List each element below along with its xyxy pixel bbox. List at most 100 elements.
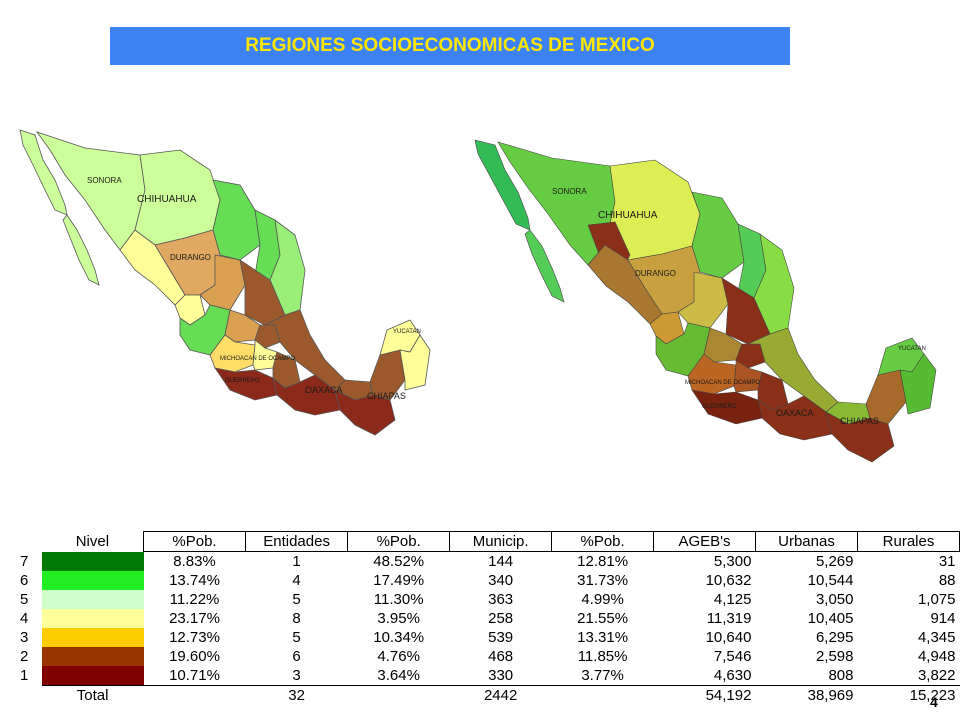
cell-rurales: 1,075 bbox=[917, 591, 956, 608]
cell-entidades: 4 bbox=[292, 572, 301, 589]
cell-urbanas: 3,050 bbox=[815, 591, 854, 608]
state-level-map: SONORA CHIHUAHUA DURANGO MICHOACAN DE OC… bbox=[19, 129, 431, 436]
level-color-swatch bbox=[41, 666, 144, 686]
cell-agebs: 5,300 bbox=[713, 553, 752, 570]
cell-pob1: 8.83% bbox=[173, 553, 216, 570]
label-yucatan: YUCATAN bbox=[393, 329, 421, 335]
cell-pob2: 17.49% bbox=[373, 572, 425, 589]
total-agebs: 54,192 bbox=[653, 685, 756, 705]
cell-municip: 258 bbox=[488, 610, 514, 627]
label-michoacan: MICHOACAN DE OCAMPO bbox=[220, 356, 295, 362]
cell-agebs: 4,125 bbox=[713, 591, 752, 608]
label-oaxaca: OAXACA bbox=[305, 385, 343, 395]
cell-pob2: 10.34% bbox=[373, 629, 425, 646]
page-title: REGIONES SOCIOECONOMICAS DE MEXICO bbox=[245, 35, 655, 56]
cell-pob1: 12.73% bbox=[169, 629, 220, 646]
table-row: 2 19.60% 6 4.76% 468 11.85% 7,546 2,598 4,948 bbox=[20, 647, 960, 666]
cell-pob3: 11.85% bbox=[577, 648, 628, 665]
region-quintana-roo bbox=[899, 353, 937, 415]
cell-rurales: 31 bbox=[938, 553, 956, 570]
cell-pob3: 13.31% bbox=[577, 629, 629, 646]
cell-entidades: 5 bbox=[292, 591, 301, 608]
cell-municip: 340 bbox=[488, 572, 514, 589]
level-number: 4 bbox=[20, 610, 29, 627]
cell-agebs: 10,632 bbox=[705, 572, 752, 589]
municipal-level-map: SONORA CHIHUAHUA DURANGO MICHOACAN DE OC… bbox=[474, 139, 937, 463]
cell-pob2: 11.30% bbox=[373, 591, 424, 608]
label-chiapas: CHIAPAS bbox=[367, 391, 406, 401]
region-baja-california-sur bbox=[524, 229, 565, 303]
table-row: 4 23.17% 8 3.95% 258 21.55% 11,319 10,405 914 bbox=[20, 609, 960, 628]
table-total-row: Total 32 2442 54,192 38,969 15,223 bbox=[20, 685, 960, 705]
header-rurales: Rurales bbox=[857, 531, 960, 552]
level-color-swatch bbox=[41, 590, 144, 609]
cell-entidades: 1 bbox=[292, 553, 301, 570]
region-estado-de-mexico bbox=[733, 359, 763, 393]
label-chihuahua: CHIHUAHUA bbox=[598, 210, 658, 221]
label-sonora: SONORA bbox=[552, 187, 587, 196]
cell-agebs: 11,319 bbox=[706, 610, 752, 627]
cell-pob1: 13.74% bbox=[169, 572, 220, 589]
cell-entidades: 5 bbox=[292, 629, 301, 646]
cell-entidades: 6 bbox=[292, 648, 301, 665]
cell-pob3: 12.81% bbox=[577, 553, 629, 570]
header-entidades: Entidades bbox=[244, 531, 349, 552]
page-number: 4 bbox=[930, 694, 938, 710]
region-coahuila bbox=[691, 191, 745, 279]
label-durango: DURANGO bbox=[635, 269, 676, 278]
cell-urbanas: 10,544 bbox=[807, 572, 854, 589]
header-pob2: %Pob. bbox=[347, 531, 451, 552]
label-guerrero: GUERRERO bbox=[225, 378, 260, 384]
table-row: 6 13.74% 4 17.49% 340 31.73% 10,632 10,544 88 bbox=[20, 571, 960, 590]
cell-agebs: 7,546 bbox=[713, 648, 752, 665]
level-number: 6 bbox=[20, 572, 29, 589]
table-row: 3 12.73% 5 10.34% 539 13.31% 10,640 6,295 4,345 bbox=[20, 628, 960, 647]
level-number: 1 bbox=[20, 667, 29, 685]
level-number: 7 bbox=[20, 552, 29, 570]
cell-agebs: 10,640 bbox=[705, 629, 752, 646]
header-nivel: Nivel bbox=[75, 533, 110, 550]
cell-municip: 468 bbox=[488, 648, 514, 665]
region-guerrero bbox=[214, 367, 278, 401]
header-pob1: %Pob. bbox=[143, 531, 246, 552]
label-oaxaca: OAXACA bbox=[776, 408, 814, 418]
cell-rurales: 4,948 bbox=[917, 648, 956, 665]
label-guerrero: GUERRERO bbox=[702, 404, 737, 410]
cell-urbanas: 2,598 bbox=[815, 648, 854, 665]
cell-pob2: 3.64% bbox=[377, 667, 420, 684]
cell-municip: 144 bbox=[488, 553, 514, 570]
region-baja-california-sur bbox=[62, 214, 100, 286]
region-oaxaca bbox=[272, 374, 341, 416]
cell-municip: 539 bbox=[488, 629, 514, 646]
region-oaxaca bbox=[757, 395, 833, 441]
label-michoacan: MICHOACAN DE OCAMPO bbox=[685, 380, 760, 386]
total-urbanas: 38,969 bbox=[755, 685, 858, 705]
cell-rurales: 914 bbox=[930, 610, 956, 627]
level-number: 3 bbox=[20, 629, 29, 646]
cell-pob1: 10.71% bbox=[169, 667, 220, 684]
cell-urbanas: 808 bbox=[828, 667, 854, 684]
cell-pob2: 4.76% bbox=[377, 648, 420, 665]
cell-pob1: 11.22% bbox=[169, 591, 220, 608]
cell-entidades: 8 bbox=[292, 610, 301, 627]
cell-pob3: 4.99% bbox=[581, 591, 624, 608]
header-urbanas: Urbanas bbox=[754, 531, 859, 552]
level-color-swatch bbox=[41, 647, 144, 666]
cell-pob1: 23.17% bbox=[169, 610, 220, 627]
label-chiapas: CHIAPAS bbox=[840, 416, 879, 426]
label-chihuahua: CHIHUAHUA bbox=[137, 194, 197, 205]
header-agebs: AGEB's bbox=[653, 531, 756, 552]
cell-pob2: 3.95% bbox=[377, 610, 420, 627]
cell-pob3: 31.73% bbox=[577, 572, 629, 589]
region-quintana-roo bbox=[399, 334, 431, 391]
cell-municip: 330 bbox=[488, 667, 514, 684]
socioeconomic-table: Nivel %Pob. Entidades %Pob. Municip. %Po… bbox=[20, 531, 960, 705]
title-bar: REGIONES SOCIOECONOMICAS DE MEXICO bbox=[110, 27, 790, 65]
cell-urbanas: 6,295 bbox=[815, 629, 854, 646]
cell-municip: 363 bbox=[488, 591, 514, 608]
level-color-swatch bbox=[41, 609, 144, 628]
cell-urbanas: 5,269 bbox=[815, 553, 854, 570]
level-color-swatch bbox=[41, 628, 144, 647]
cell-pob3: 3.77% bbox=[581, 667, 624, 684]
cell-pob1: 19.60% bbox=[169, 648, 220, 665]
